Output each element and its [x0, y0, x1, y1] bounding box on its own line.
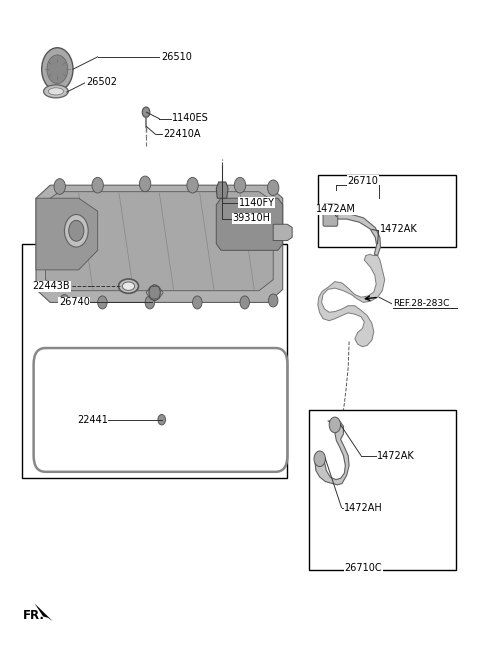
Ellipse shape	[119, 279, 138, 293]
Text: 1472AH: 1472AH	[344, 503, 383, 512]
Circle shape	[314, 451, 325, 466]
Ellipse shape	[48, 88, 63, 95]
Ellipse shape	[122, 282, 135, 290]
Circle shape	[142, 107, 150, 118]
Text: 1140ES: 1140ES	[172, 113, 209, 123]
Text: FR.: FR.	[23, 608, 45, 622]
Circle shape	[47, 55, 68, 83]
Text: 26740: 26740	[59, 298, 90, 307]
Text: REF.28-283C: REF.28-283C	[393, 299, 449, 308]
Text: 26710: 26710	[348, 175, 379, 186]
Ellipse shape	[44, 85, 68, 98]
Bar	[309, 410, 456, 570]
Circle shape	[54, 179, 65, 194]
Text: 26502: 26502	[86, 78, 117, 87]
Polygon shape	[35, 603, 53, 621]
Text: 1140FY: 1140FY	[239, 198, 275, 208]
Circle shape	[64, 214, 88, 247]
Text: 26710C: 26710C	[345, 562, 382, 573]
Text: 1472AK: 1472AK	[380, 225, 418, 235]
Circle shape	[234, 177, 246, 193]
Circle shape	[69, 220, 84, 241]
Circle shape	[329, 417, 341, 433]
Text: 39310H: 39310H	[232, 214, 270, 223]
Circle shape	[268, 294, 278, 307]
Circle shape	[149, 285, 160, 300]
Polygon shape	[318, 254, 384, 347]
Polygon shape	[36, 185, 283, 302]
Text: 1472AM: 1472AM	[316, 204, 356, 214]
Circle shape	[187, 177, 198, 193]
Circle shape	[158, 415, 166, 425]
Polygon shape	[216, 182, 228, 198]
Polygon shape	[315, 421, 349, 485]
Circle shape	[60, 294, 69, 307]
Circle shape	[97, 296, 107, 309]
Circle shape	[139, 176, 151, 192]
Polygon shape	[273, 224, 292, 240]
FancyBboxPatch shape	[323, 204, 338, 226]
Circle shape	[92, 177, 103, 193]
Polygon shape	[46, 192, 273, 290]
Text: 26510: 26510	[161, 52, 192, 62]
Circle shape	[42, 48, 73, 91]
Circle shape	[145, 296, 155, 309]
Text: 1472AK: 1472AK	[377, 451, 415, 461]
Polygon shape	[336, 214, 381, 256]
Circle shape	[192, 296, 202, 309]
Circle shape	[240, 296, 250, 309]
Bar	[22, 244, 288, 478]
Text: 22443B: 22443B	[33, 281, 70, 291]
Bar	[318, 175, 456, 247]
Polygon shape	[216, 198, 283, 250]
Text: 22441: 22441	[77, 415, 108, 424]
Polygon shape	[36, 198, 97, 270]
Circle shape	[267, 180, 279, 196]
Text: 22410A: 22410A	[163, 129, 201, 139]
